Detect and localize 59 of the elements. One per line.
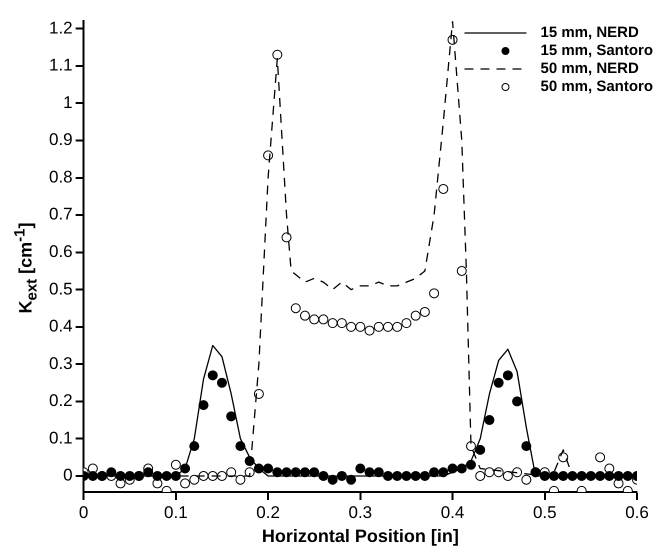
legend-label: 15 mm, NERD [540, 24, 639, 42]
point [410, 310, 421, 321]
x-tick-label: 0.3 [348, 502, 372, 522]
y-tick-label: 0.9 [48, 130, 73, 150]
point [290, 303, 301, 314]
x-tick-label: 0.1 [164, 502, 188, 522]
point [392, 322, 402, 332]
point [336, 318, 347, 328]
point [328, 318, 338, 328]
y-tick-label: 0.5 [48, 279, 73, 298]
y-tick-label: 0 [63, 466, 73, 485]
point [235, 474, 246, 485]
y-tick-label: 1.1 [48, 56, 73, 75]
point [180, 478, 190, 488]
point [346, 322, 356, 332]
point [254, 388, 264, 399]
y-tick-label: 0.7 [48, 204, 73, 224]
point [282, 232, 292, 242]
y-tick-label: 0.1 [48, 428, 73, 448]
point [318, 314, 328, 324]
point [420, 306, 430, 317]
x-tick-label: 0 [78, 502, 88, 522]
point [456, 266, 467, 276]
x-tick-label: 0.2 [256, 502, 280, 522]
y-tick-label: 0.2 [48, 391, 73, 410]
point [521, 474, 532, 485]
x-tick-label: 0.6 [625, 502, 649, 522]
point [484, 467, 494, 478]
point [170, 460, 181, 470]
legend-label: 50 mm, Santoro [540, 78, 653, 96]
y-tick-label: 0.3 [48, 354, 73, 373]
point [401, 318, 412, 328]
point [226, 467, 236, 478]
y-tick-label: 0.8 [48, 167, 73, 186]
point [309, 314, 320, 324]
y-tick-label: 1.2 [48, 18, 73, 38]
x-axis-title: Horizontal Position [in] [262, 526, 459, 546]
point [300, 310, 310, 321]
point [208, 470, 218, 481]
point [374, 322, 384, 332]
point [595, 452, 606, 462]
legend-label: 50 mm, NERD [540, 60, 639, 78]
point [189, 474, 200, 485]
point [475, 470, 486, 481]
point [429, 288, 440, 298]
point [216, 470, 227, 481]
x-tick-label: 0.4 [440, 502, 464, 522]
y-tick-label: 0.4 [48, 316, 73, 336]
point [382, 322, 393, 332]
point [438, 184, 448, 194]
x-tick-label: 0.5 [532, 502, 557, 522]
point [272, 50, 282, 60]
legend-label: 15 mm, Santoro [540, 42, 653, 60]
point [355, 322, 366, 332]
point [466, 441, 476, 452]
y-tick-label: 0.6 [48, 242, 73, 261]
point [364, 326, 375, 336]
y-tick-label: 1 [63, 92, 73, 112]
point [502, 470, 513, 481]
